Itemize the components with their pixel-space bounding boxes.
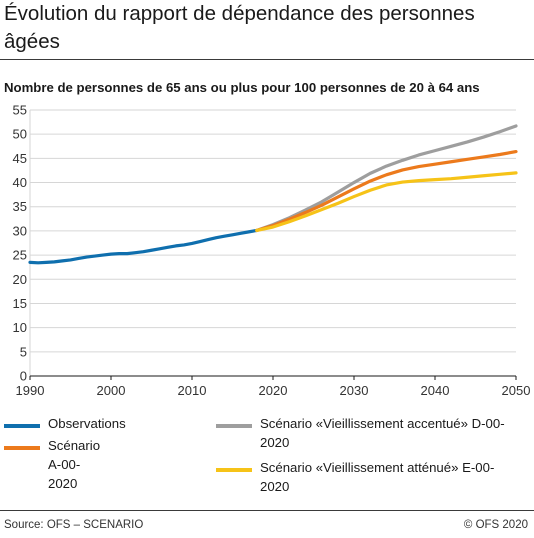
x-tick-label: 2040 xyxy=(421,383,450,398)
scenario-d-line xyxy=(255,124,518,233)
y-tick-label: 0 xyxy=(20,369,27,384)
y-tick-label: 40 xyxy=(13,175,27,190)
source-note: Source: OFS – SCENARIO xyxy=(4,519,144,531)
y-tick-label: 30 xyxy=(13,223,27,238)
x-tick-label: 2030 xyxy=(340,383,369,398)
top-divider xyxy=(0,59,534,60)
x-axis-ticks: 1990 2000 2010 2020 2030 2040 2050 xyxy=(16,376,531,398)
y-tick-label: 5 xyxy=(20,344,27,359)
legend-swatch-observations xyxy=(4,424,40,428)
legend-label-scenario-a: Scénario A-00-2020 xyxy=(48,438,101,491)
legend-label-scenario-d: Scénario «Vieillissement accentué» D-00-… xyxy=(260,416,505,450)
chart-subtitle: Nombre de personnes de 65 ans ou plus po… xyxy=(4,80,480,95)
x-tick-label: 2010 xyxy=(178,383,207,398)
y-tick-label: 45 xyxy=(13,151,27,166)
scenario-e-line xyxy=(255,171,518,233)
copyright-note: © OFS 2020 xyxy=(463,519,528,531)
x-tick-label: 1990 xyxy=(16,383,45,398)
legend-swatch-scenario-e xyxy=(216,468,252,472)
legend-swatch-scenario-a xyxy=(4,446,40,450)
legend-swatch-scenario-d xyxy=(216,424,252,428)
y-tick-label: 50 xyxy=(13,127,27,142)
y-tick-label: 25 xyxy=(13,248,27,263)
chart-title: Évolution du rapport de dépendance des p… xyxy=(4,2,475,53)
line-chart: 0 5 10 15 20 25 30 35 40 45 50 55 1990 2000 2010 2020 2… xyxy=(13,103,531,399)
bottom-divider xyxy=(0,510,534,511)
y-tick-label: 15 xyxy=(13,296,27,311)
x-tick-label: 2000 xyxy=(97,383,126,398)
y-axis-ticks: 0 5 10 15 20 25 30 35 40 45 50 55 xyxy=(13,103,27,384)
observations-line xyxy=(28,228,259,265)
series-lines xyxy=(28,124,518,265)
x-tick-label: 2020 xyxy=(259,383,288,398)
legend-label-scenario-e: Scénario «Vieillissement atténué» E-00-2… xyxy=(260,460,495,494)
y-tick-label: 35 xyxy=(13,199,27,214)
y-tick-label: 20 xyxy=(13,272,27,287)
scenario-a-line xyxy=(255,149,518,233)
x-tick-label: 2050 xyxy=(502,383,531,398)
y-tick-label: 10 xyxy=(13,320,27,335)
y-tick-label: 55 xyxy=(13,103,27,118)
legend-label-observations: Observations xyxy=(48,416,126,431)
